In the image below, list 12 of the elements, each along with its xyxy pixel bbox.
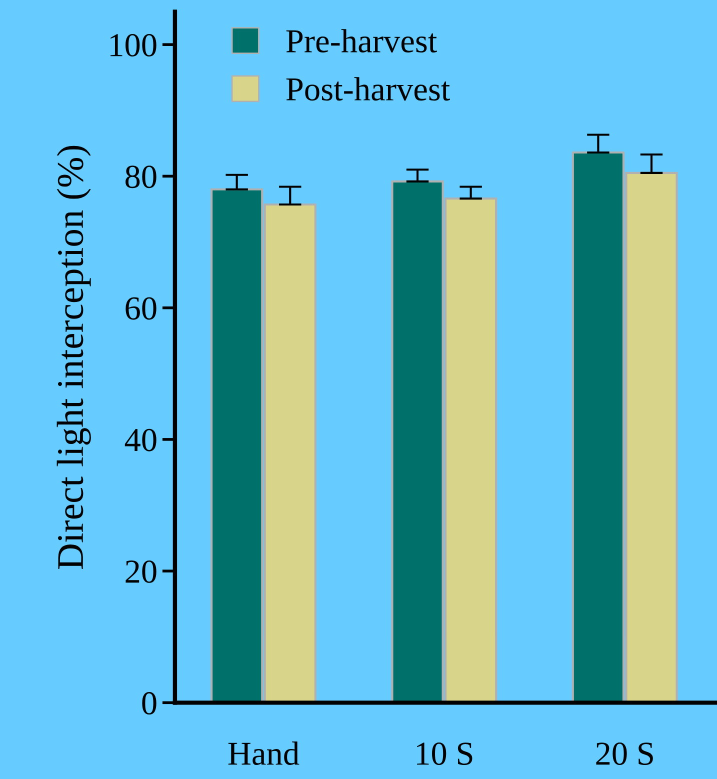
x-tick-label: Hand xyxy=(228,742,300,766)
y-tick-label: 60 xyxy=(126,297,156,320)
y-tick-label: 80 xyxy=(126,166,156,188)
legend-label: Pre-harvest xyxy=(286,29,437,53)
x-tick-label: 10 S xyxy=(417,742,472,766)
legend-label: Post-harvest xyxy=(286,77,450,101)
y-tick-label: 20 xyxy=(126,560,156,583)
y-tick-label: 100 xyxy=(110,34,156,56)
y-tick-label: 40 xyxy=(124,428,156,452)
x-tick-label: 20 S xyxy=(596,742,653,766)
y-tick-label: 0 xyxy=(142,692,156,715)
y-axis-title: Direct light interception (%) xyxy=(56,146,91,570)
